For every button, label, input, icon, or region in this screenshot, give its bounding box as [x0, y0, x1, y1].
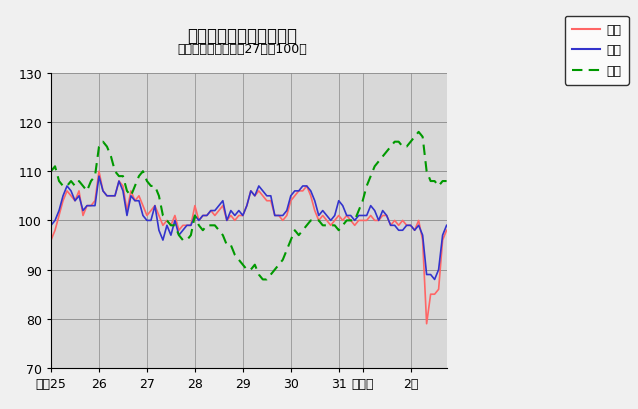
- 出荷: [47, 223, 55, 228]
- 在庫: [123, 189, 131, 194]
- 生産: [431, 292, 438, 297]
- 生産: [415, 218, 422, 223]
- 生産: [47, 238, 55, 243]
- 在庫: [287, 238, 295, 243]
- 在庫: [259, 277, 267, 282]
- 出荷: [143, 218, 151, 223]
- Line: 生産: 生産: [51, 172, 447, 324]
- 生産: [287, 199, 295, 204]
- 生産: [255, 189, 263, 194]
- 出荷: [415, 223, 422, 228]
- 在庫: [443, 179, 450, 184]
- 生産: [95, 169, 103, 174]
- 在庫: [419, 135, 426, 140]
- 出荷: [427, 272, 434, 277]
- Text: 鳥取県鉱工業指数の推移: 鳥取県鉱工業指数の推移: [188, 27, 297, 45]
- Line: 在庫: 在庫: [51, 133, 447, 280]
- 在庫: [139, 169, 147, 174]
- Line: 出荷: 出荷: [51, 177, 447, 280]
- 在庫: [47, 169, 55, 174]
- 出荷: [255, 184, 263, 189]
- 出荷: [95, 174, 103, 179]
- 生産: [127, 189, 135, 194]
- 在庫: [415, 130, 422, 135]
- 出荷: [127, 194, 135, 199]
- 生産: [143, 213, 151, 218]
- 在庫: [251, 263, 258, 267]
- 出荷: [443, 223, 450, 228]
- Text: （季節調整済、平成27年＝100）: （季節調整済、平成27年＝100）: [177, 43, 308, 56]
- 生産: [443, 228, 450, 233]
- 生産: [423, 321, 431, 326]
- 出荷: [431, 277, 438, 282]
- 出荷: [287, 194, 295, 199]
- Legend: 生産, 出荷, 在庫: 生産, 出荷, 在庫: [565, 16, 628, 85]
- 在庫: [431, 179, 438, 184]
